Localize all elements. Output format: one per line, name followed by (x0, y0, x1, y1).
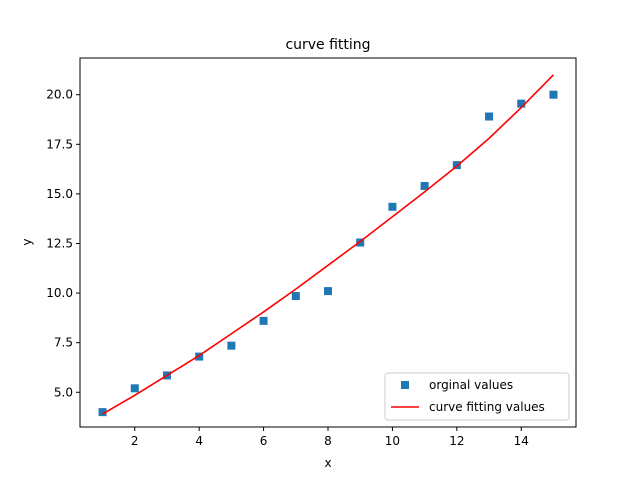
y-tick-label: 12.5 (46, 236, 73, 250)
y-tick-label: 15.0 (46, 187, 73, 201)
data-point-marker (485, 112, 494, 121)
y-axis-label: y (20, 238, 34, 245)
x-tick-label: 8 (324, 434, 332, 448)
data-point-marker (259, 316, 268, 325)
y-tick-label: 10.0 (46, 286, 73, 300)
y-tick-label: 5.0 (54, 385, 73, 399)
y-tick-label: 20.0 (46, 88, 73, 102)
data-point-marker (420, 181, 429, 190)
data-point-marker (291, 292, 300, 301)
legend-marker-square (401, 381, 409, 389)
x-tick-label: 12 (449, 434, 464, 448)
data-point-marker (130, 384, 139, 393)
x-tick-label: 6 (260, 434, 268, 448)
y-tick-label: 7.5 (54, 336, 73, 350)
x-tick-label: 2 (131, 434, 139, 448)
plot-marks (98, 74, 558, 417)
legend-label: curve fitting values (429, 400, 545, 414)
y-tick-label: 17.5 (46, 137, 73, 151)
data-point-marker (98, 408, 107, 417)
legend-box (384, 372, 570, 421)
fit-curve-line (102, 74, 555, 415)
data-point-marker (195, 352, 204, 361)
y-axis-ticks: 5.0 7.5 10.0 12.5 15.0 17.5 20.0 (46, 88, 80, 399)
data-point-marker (517, 99, 526, 108)
data-point-marker (549, 90, 558, 99)
x-tick-label: 14 (514, 434, 529, 448)
data-point-marker (324, 287, 332, 296)
legend: orginal values curve fitting values (384, 372, 570, 421)
x-tick-label: 4 (195, 434, 203, 448)
x-tick-label: 10 (385, 434, 400, 448)
data-point-marker (227, 341, 236, 350)
data-point-marker (388, 202, 397, 211)
legend-label: orginal values (429, 378, 513, 392)
x-axis-label: x (324, 456, 331, 470)
x-axis-ticks: 2 4 6 8 10 12 14 (131, 427, 529, 448)
axes-frame (79, 57, 577, 428)
chart-title: curve fitting (285, 37, 370, 53)
